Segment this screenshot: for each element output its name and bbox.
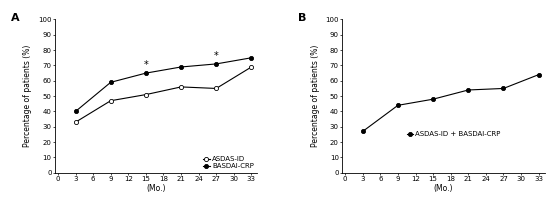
ASDAS-ID bbox=[248, 66, 255, 68]
Text: B: B bbox=[298, 13, 306, 23]
BASDAI-CRP bbox=[248, 57, 255, 59]
X-axis label: (Mo.): (Mo.) bbox=[433, 184, 453, 193]
Line: ASDAS-ID + BASDAI-CRP: ASDAS-ID + BASDAI-CRP bbox=[361, 73, 541, 133]
ASDAS-ID + BASDAI-CRP bbox=[535, 73, 542, 76]
BASDAI-CRP bbox=[142, 72, 149, 74]
Y-axis label: Percentage of patients (%): Percentage of patients (%) bbox=[311, 45, 320, 147]
Text: *: * bbox=[144, 60, 149, 70]
BASDAI-CRP bbox=[178, 66, 184, 68]
ASDAS-ID + BASDAI-CRP bbox=[500, 87, 507, 90]
ASDAS-ID bbox=[142, 93, 149, 96]
ASDAS-ID bbox=[178, 86, 184, 88]
Legend: ASDAS-ID, BASDAI-CRP: ASDAS-ID, BASDAI-CRP bbox=[203, 156, 254, 169]
ASDAS-ID + BASDAI-CRP bbox=[465, 89, 471, 91]
Text: A: A bbox=[10, 13, 19, 23]
BASDAI-CRP bbox=[107, 81, 114, 84]
BASDAI-CRP bbox=[72, 110, 79, 113]
Line: ASDAS-ID: ASDAS-ID bbox=[74, 65, 254, 124]
BASDAI-CRP bbox=[213, 63, 219, 65]
Y-axis label: Percentage of patients (%): Percentage of patients (%) bbox=[24, 45, 32, 147]
ASDAS-ID + BASDAI-CRP bbox=[395, 104, 402, 107]
ASDAS-ID bbox=[72, 121, 79, 124]
X-axis label: (Mo.): (Mo.) bbox=[146, 184, 166, 193]
ASDAS-ID bbox=[213, 87, 219, 90]
ASDAS-ID bbox=[107, 99, 114, 102]
ASDAS-ID + BASDAI-CRP bbox=[430, 98, 436, 100]
ASDAS-ID + BASDAI-CRP bbox=[360, 130, 366, 133]
Line: BASDAI-CRP: BASDAI-CRP bbox=[74, 56, 254, 114]
Text: *: * bbox=[214, 51, 218, 61]
Legend: ASDAS-ID + BASDAI-CRP: ASDAS-ID + BASDAI-CRP bbox=[407, 132, 500, 137]
